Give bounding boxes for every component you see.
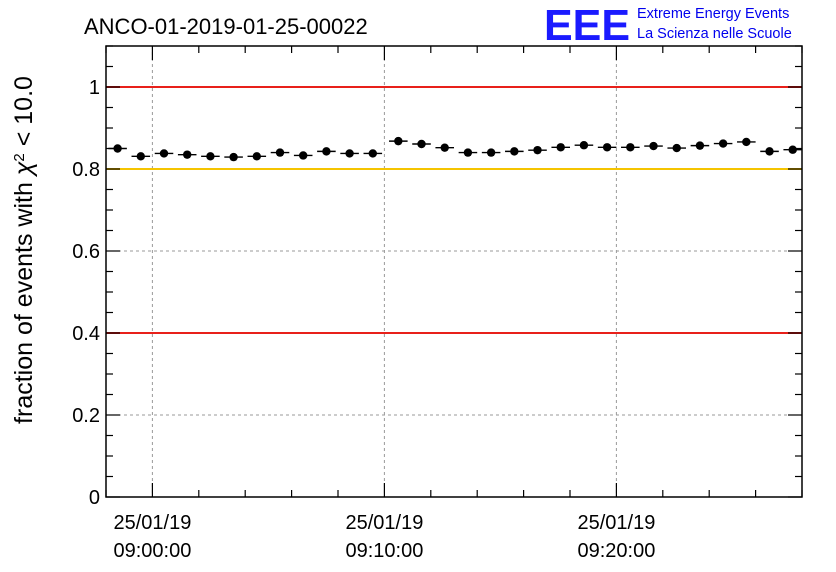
reference-lines (106, 86, 802, 334)
data-point-7 (275, 148, 285, 157)
data-point-20 (579, 141, 589, 150)
data-point-1 (136, 152, 145, 161)
y-axis-title-prefix: fraction of events with (10, 175, 38, 424)
data-point-23 (649, 141, 658, 151)
y-tick-label-1: 0.2 (72, 405, 100, 427)
data-point-18 (533, 145, 542, 155)
x-tick-label-date-0: 25/01/19 (113, 512, 191, 534)
data-point-13 (417, 139, 426, 149)
y-tick-label-3: 0.6 (72, 241, 100, 263)
x-tick-label-time-0: 09:00:00 (113, 540, 191, 562)
x-tick-label-date-2: 25/01/19 (577, 512, 655, 534)
data-point-4 (206, 152, 215, 161)
y-axis-title: fraction of events with χ2 < 10.0 (10, 76, 38, 424)
data-points (108, 136, 802, 162)
x-tick-labels: 25/01/19 09:00:00 25/01/19 09:10:00 25/01/19… (113, 512, 655, 562)
data-point-14 (440, 143, 449, 152)
logo-mark: EEE (544, 1, 630, 50)
data-point-22 (626, 143, 635, 152)
eee-logo: EEE Extreme Energy Events La Scienza nel… (544, 1, 792, 50)
chart-title: ANCO-01-2019-01-25-00022 (84, 14, 368, 39)
data-point-11 (368, 149, 377, 158)
data-point-29 (788, 145, 797, 154)
y-axis-title-symbol: χ (10, 161, 38, 177)
y-axis-title-sup: 2 (11, 153, 28, 161)
x-tick-label-time-2: 09:20:00 (577, 540, 655, 562)
data-point-21 (602, 143, 612, 152)
data-point-24 (672, 143, 681, 153)
data-point-26 (718, 139, 728, 148)
x-tick-label-time-1: 09:10:00 (345, 540, 423, 562)
data-point-25 (695, 141, 705, 150)
data-point-9 (322, 147, 331, 156)
data-point-16 (486, 148, 496, 157)
data-point-17 (510, 147, 519, 156)
y-tick-label-5: 1 (89, 77, 100, 99)
data-point-2 (159, 149, 169, 158)
data-point-27 (742, 137, 751, 147)
y-tick-label-4: 0.8 (72, 159, 100, 181)
logo-line1: Extreme Energy Events (637, 6, 789, 22)
data-point-10 (345, 149, 354, 158)
data-point-6 (252, 152, 261, 161)
x-tick-label-date-1: 25/01/19 (345, 512, 423, 534)
data-point-15 (463, 148, 473, 157)
data-point-12 (394, 136, 403, 146)
data-point-28 (765, 147, 774, 156)
data-point-0 (113, 144, 122, 153)
y-tick-labels: 0 0.2 0.4 0.6 0.8 1 (72, 77, 100, 509)
data-point-8 (299, 151, 308, 160)
logo-line2: La Scienza nelle Scuole (637, 26, 792, 42)
data-point-19 (556, 143, 565, 152)
plot-frame (105, 45, 803, 498)
data-point-5 (229, 152, 238, 162)
y-tick-label-0: 0 (89, 487, 100, 509)
y-axis-title-suffix: < 10.0 (10, 76, 38, 153)
y-tick-label-2: 0.4 (72, 323, 100, 345)
data-point-3 (183, 150, 192, 159)
